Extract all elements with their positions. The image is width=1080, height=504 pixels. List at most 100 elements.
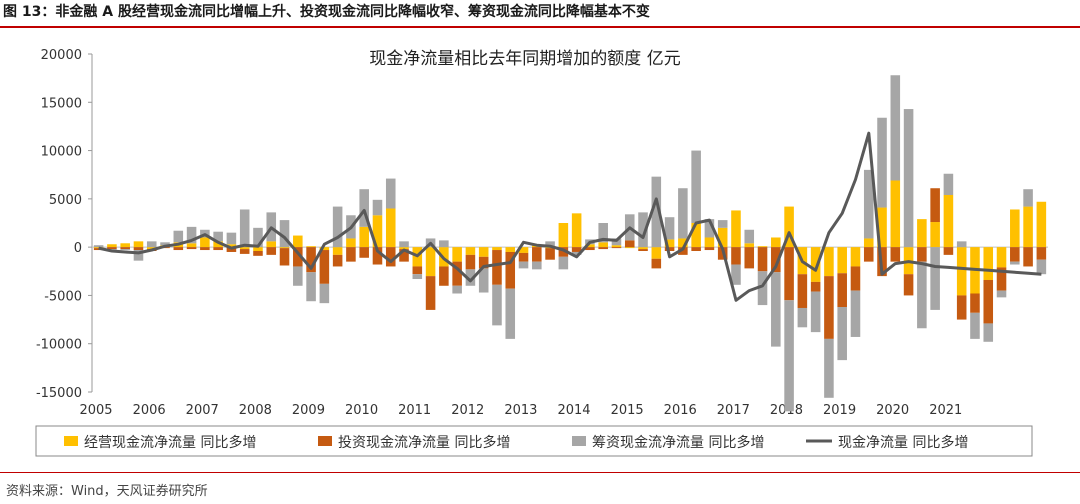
- financing-bar: [532, 261, 542, 270]
- financing-bar: [558, 256, 569, 270]
- operating-bar: [425, 247, 436, 277]
- operating-bar: [279, 247, 290, 249]
- investing-bar: [624, 240, 635, 248]
- operating-bar: [983, 247, 994, 280]
- x-tick-label: 2011: [398, 403, 431, 418]
- operating-bar: [837, 247, 847, 274]
- operating-bar: [996, 247, 1007, 268]
- operating-bar: [93, 247, 104, 249]
- investing-bar: [412, 266, 423, 275]
- investing-bar: [545, 248, 555, 260]
- financing-bar: [691, 150, 701, 223]
- investing-bar: [120, 247, 130, 250]
- financing-bar: [146, 241, 157, 248]
- financing-bar: [213, 231, 223, 242]
- financing-bar: [253, 227, 263, 248]
- financing-bar: [664, 217, 675, 240]
- investing-bar: [465, 254, 476, 270]
- financing-bar: [1036, 259, 1047, 275]
- x-tick-label: 2009: [292, 403, 325, 418]
- x-tick-label: 2019: [823, 403, 856, 418]
- investing-bar: [239, 249, 250, 254]
- operating-bar: [359, 226, 369, 248]
- financing-bar: [1023, 189, 1033, 207]
- financing-bar: [505, 288, 516, 339]
- operating-bar: [465, 247, 476, 255]
- operating-bar: [585, 244, 595, 248]
- financing-bar: [757, 271, 768, 306]
- operating-bar: [917, 219, 927, 248]
- operating-bar: [372, 215, 383, 248]
- x-tick-label: 2015: [611, 403, 644, 418]
- investing-bar: [359, 247, 369, 258]
- investing-bar: [1036, 247, 1047, 260]
- financing-bar: [877, 117, 887, 208]
- investing-bar: [1023, 247, 1033, 267]
- operating-bar: [133, 241, 144, 248]
- operating-bar: [1036, 201, 1047, 248]
- legend-swatch: [572, 436, 586, 446]
- x-tick-label: 2006: [133, 403, 166, 418]
- financing-bar: [306, 272, 316, 302]
- financing-bar: [983, 323, 994, 342]
- operating-bar: [346, 238, 356, 248]
- financing-bar: [239, 209, 250, 248]
- financing-bar: [850, 290, 861, 337]
- investing-bar: [306, 247, 316, 273]
- investing-bar: [346, 247, 356, 262]
- financing-bar: [173, 230, 184, 243]
- y-tick-label: 5000: [49, 193, 82, 208]
- financing-bar: [439, 240, 449, 248]
- investing-bar: [253, 251, 263, 256]
- investing-bar: [1010, 247, 1020, 262]
- operating-bar: [107, 244, 117, 248]
- investing-bar: [107, 247, 117, 250]
- operating-bar: [744, 243, 755, 248]
- financing-bar: [359, 189, 369, 227]
- investing-bar: [598, 247, 608, 250]
- investing-bar: [638, 249, 648, 252]
- operating-bar: [213, 241, 223, 248]
- net-cashflow-line: [98, 131, 1042, 302]
- chart-title: 现金净流量相比去年同期增加的额度 亿元: [369, 49, 680, 69]
- legend-label: 经营现金流净流量 同比多增: [84, 434, 256, 451]
- investing-bar: [903, 274, 914, 296]
- investing-bar: [837, 273, 847, 308]
- legend-label: 投资现金流净流量 同比多增: [338, 434, 510, 451]
- operating-bar: [704, 237, 715, 248]
- investing-bar: [731, 247, 741, 265]
- operating-bar: [850, 247, 861, 267]
- financing-bar: [797, 307, 808, 328]
- investing-bar: [611, 247, 622, 249]
- investing-bar: [863, 247, 874, 262]
- investing-bar: [784, 247, 794, 301]
- investing-bar: [691, 247, 701, 252]
- investing-bar: [385, 247, 396, 267]
- legend-swatch: [318, 436, 332, 446]
- investing-bar: [518, 252, 529, 262]
- operating-bar: [293, 235, 303, 248]
- investing-bar: [797, 274, 808, 308]
- financing-bar: [452, 285, 462, 294]
- investing-bar: [744, 247, 755, 269]
- financing-bar: [956, 241, 967, 248]
- investing-bar: [824, 276, 834, 339]
- operating-bar: [385, 208, 396, 248]
- financing-bar: [93, 245, 104, 248]
- investing-bar: [704, 247, 715, 251]
- financing-bar: [903, 109, 914, 248]
- financing-bar: [293, 266, 303, 286]
- operating-bar: [200, 237, 210, 248]
- y-tick-label: -10000: [36, 338, 82, 353]
- investing-bar: [917, 247, 927, 262]
- investing-bar: [970, 293, 980, 313]
- figure-title: 图 13：非金融 A 股经营现金流同比增幅上升、投资现金流同比降幅收窄、筹资现金…: [0, 0, 1080, 28]
- operating-bar: [1023, 206, 1033, 248]
- operating-bar: [877, 207, 887, 248]
- financing-bar: [996, 290, 1007, 298]
- financing-bar: [478, 268, 489, 293]
- operating-bar: [239, 247, 250, 250]
- operating-bar: [890, 180, 901, 248]
- investing-bar: [332, 254, 343, 267]
- y-tick-label: 10000: [41, 145, 82, 160]
